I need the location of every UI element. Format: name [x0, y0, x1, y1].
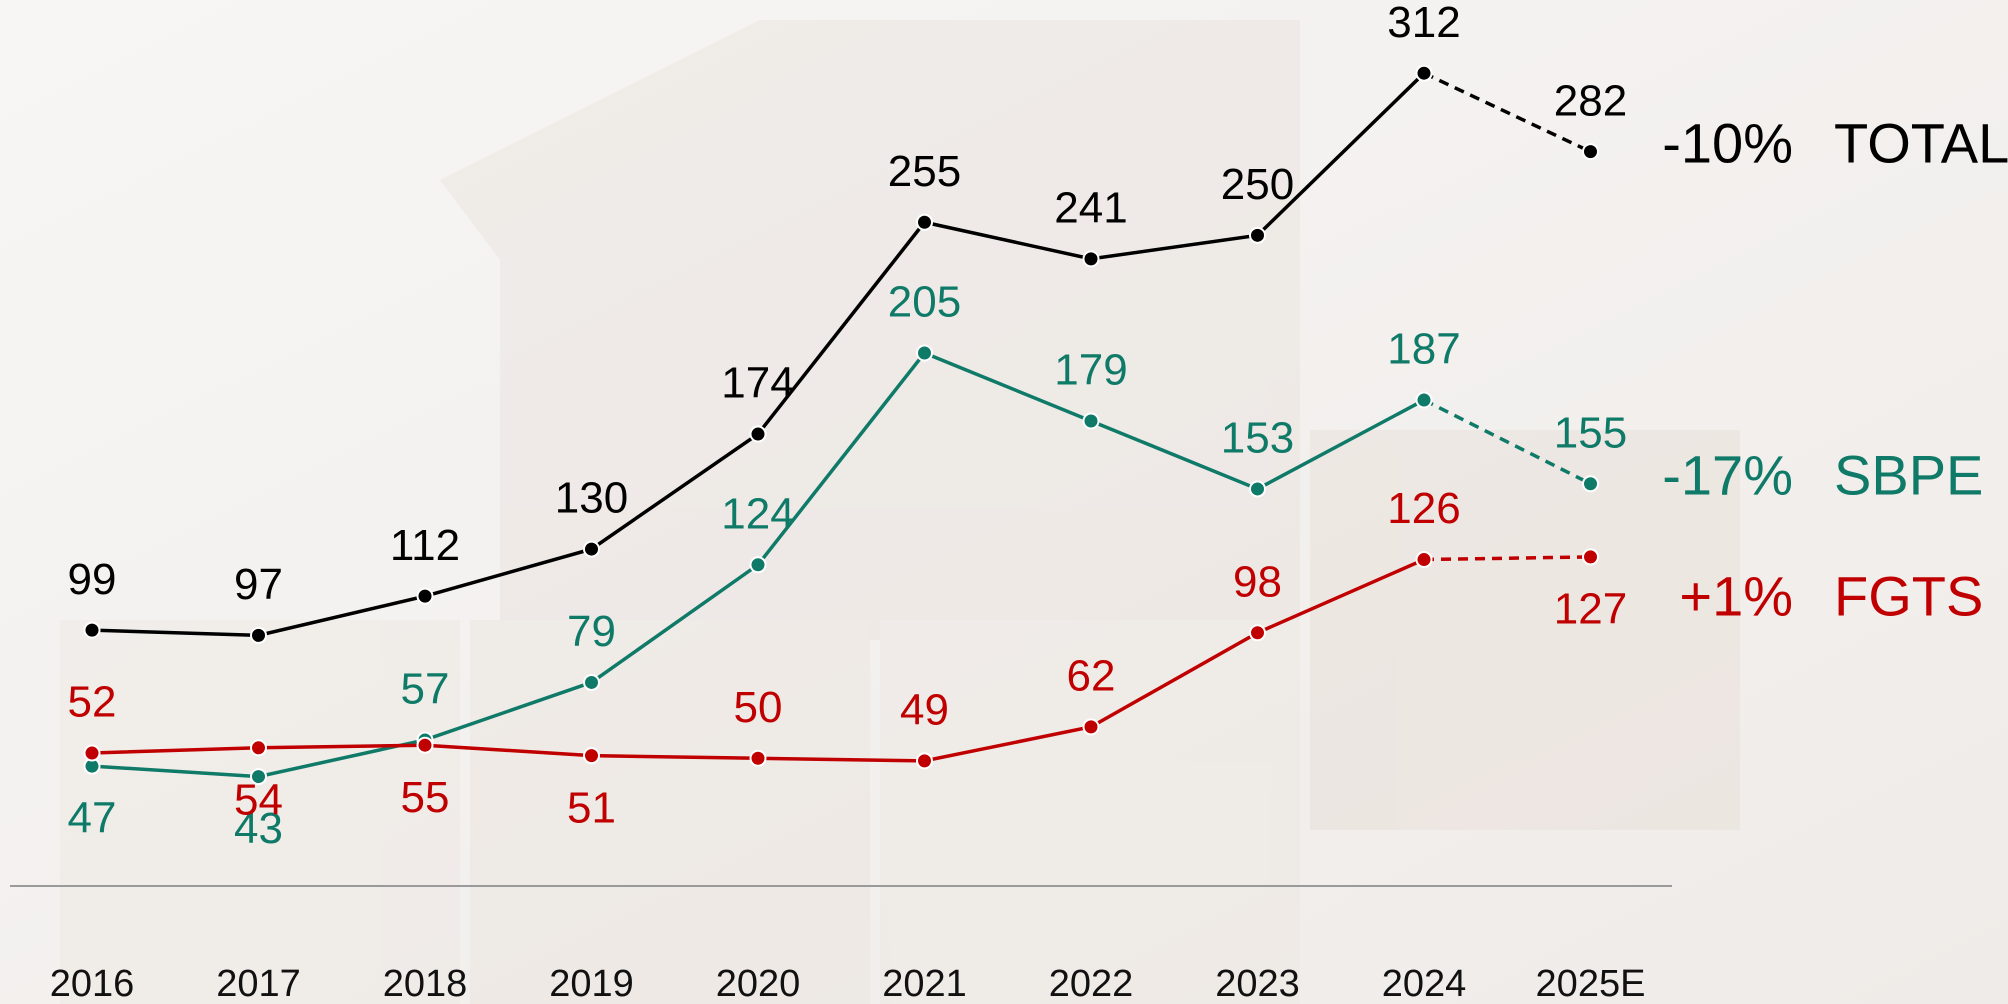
point	[583, 747, 600, 765]
x-tick-label: 2025E	[1536, 963, 1646, 1004]
point	[416, 736, 434, 754]
forecast-line	[1423, 555, 1591, 562]
point	[749, 556, 767, 574]
value-label: 255	[888, 147, 961, 196]
point	[250, 626, 267, 644]
value-label: 98	[1233, 557, 1282, 606]
value-label: 124	[721, 489, 794, 538]
value-label: 112	[390, 521, 460, 570]
change-label: +1%	[1679, 565, 1793, 628]
value-label: 99	[68, 555, 117, 604]
point	[1415, 551, 1433, 569]
value-label: 187	[1387, 325, 1460, 374]
x-tick-label: 2016	[50, 963, 135, 1004]
point	[916, 213, 933, 231]
value-label: 312	[1387, 0, 1460, 47]
value-label: 51	[567, 783, 616, 832]
point	[1249, 226, 1266, 244]
point	[1249, 480, 1266, 498]
series-name: TOTAL	[1834, 111, 2008, 174]
point	[1082, 250, 1100, 268]
forecast-line	[1423, 71, 1592, 154]
forecast-line	[1423, 398, 1592, 486]
x-tick-label: 2018	[383, 963, 468, 1004]
value-label: 282	[1554, 76, 1627, 125]
point	[1415, 64, 1433, 82]
point	[416, 587, 434, 605]
value-label: 54	[234, 775, 283, 824]
value-label: 52	[68, 678, 117, 727]
point	[916, 752, 933, 770]
point	[749, 749, 767, 767]
background-decor	[60, 20, 1740, 1004]
x-tick-label: 2022	[1049, 963, 1134, 1004]
point	[250, 739, 267, 757]
value-label: 205	[888, 278, 961, 327]
x-tick-label: 2024	[1382, 963, 1467, 1004]
point	[749, 425, 767, 443]
x-tick-label: 2023	[1215, 963, 1300, 1004]
point	[1082, 718, 1100, 736]
value-label: 47	[68, 794, 117, 843]
x-tick-label: 2021	[882, 963, 967, 1004]
point	[1082, 412, 1100, 430]
series-name: SBPE	[1834, 444, 1983, 507]
point	[83, 744, 101, 762]
x-tick-label: 2020	[716, 963, 801, 1004]
value-label: 174	[721, 359, 794, 408]
value-label: 127	[1554, 585, 1627, 634]
x-tick-label: 2017	[216, 963, 301, 1004]
point	[1582, 143, 1599, 161]
point	[1582, 548, 1599, 566]
x-tick-label: 2019	[549, 963, 634, 1004]
point	[916, 344, 933, 362]
change-label: -17%	[1662, 444, 1793, 507]
value-label: 79	[567, 607, 616, 656]
point	[1415, 391, 1433, 409]
point	[1582, 475, 1599, 493]
value-label: 179	[1054, 346, 1127, 395]
value-label: 55	[401, 773, 450, 822]
value-label: 241	[1054, 183, 1127, 232]
value-label: 250	[1221, 160, 1294, 209]
value-label: 43	[234, 804, 283, 853]
value-label: 97	[234, 560, 283, 609]
value-label: 57	[401, 665, 450, 714]
point	[83, 621, 101, 639]
change-label: -10%	[1662, 111, 1793, 174]
value-label: 130	[555, 474, 628, 523]
point	[583, 540, 600, 558]
point	[583, 673, 600, 691]
point	[1249, 624, 1266, 642]
value-label: 126	[1387, 484, 1460, 533]
value-label: 50	[734, 683, 783, 732]
series-name: FGTS	[1834, 565, 1983, 628]
value-label: 153	[1221, 414, 1294, 463]
value-label: 155	[1554, 408, 1627, 457]
value-label: 49	[900, 686, 949, 735]
point	[250, 768, 267, 786]
value-label: 62	[1067, 652, 1116, 701]
